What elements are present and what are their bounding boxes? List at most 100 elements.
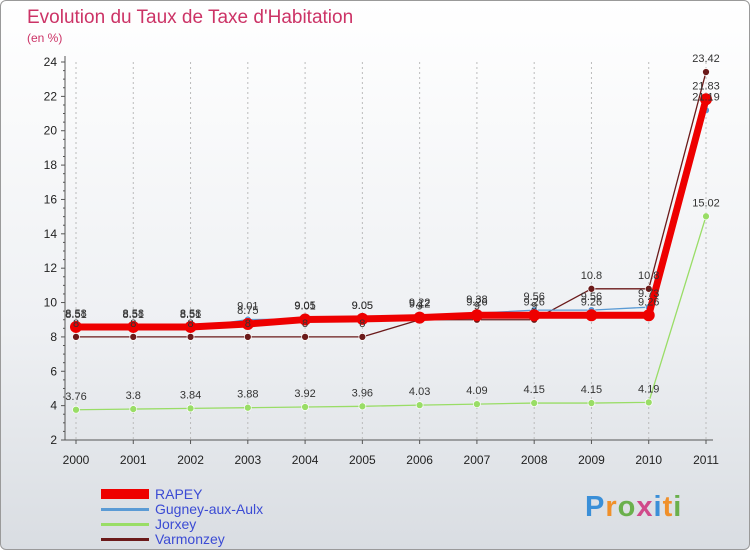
y-tick-label: 6: [50, 364, 57, 378]
data-point: [415, 401, 424, 409]
data-label: 9: [474, 301, 480, 313]
y-tick-label: 10: [44, 296, 58, 310]
data-point: [413, 311, 426, 324]
y-tick-label: 4: [50, 399, 57, 413]
data-label: 4.19: [638, 383, 659, 395]
x-tick-label: 2009: [578, 453, 605, 467]
data-point: [72, 405, 80, 414]
data-label: 4.15: [581, 384, 602, 396]
data-label: 9.12: [409, 299, 430, 311]
data-point: [129, 333, 138, 341]
data-label: 15.02: [692, 197, 720, 209]
y-tick-label: 8: [50, 330, 57, 344]
x-tick-label: 2006: [406, 453, 433, 467]
data-label: 9.05: [352, 300, 373, 312]
data-point: [356, 312, 369, 325]
data-label: 8: [302, 318, 308, 330]
data-label: 9.26: [638, 296, 659, 308]
series-line-jorxey: [75, 216, 707, 411]
legend-label: Jorxey: [155, 516, 197, 532]
data-label: 3.92: [294, 388, 315, 400]
data-label: 3.84: [180, 389, 201, 401]
data-label: 3.76: [65, 391, 86, 403]
data-label: 8: [359, 318, 365, 330]
data-label: 9.56: [523, 291, 544, 303]
data-point: [241, 318, 254, 331]
legend-label: RAPEY: [155, 486, 203, 502]
x-tick-label: 2010: [635, 453, 662, 467]
x-tick-label: 2004: [292, 453, 319, 467]
data-point: [72, 333, 80, 341]
legend-swatch: [101, 507, 149, 511]
x-tick-label: 2005: [349, 453, 376, 467]
y-tick-label: 20: [44, 124, 58, 138]
x-tick-label: 2007: [464, 453, 491, 467]
data-label: 9.05: [294, 300, 315, 312]
chart-title: Evolution du Taux de Taxe d'Habitation: [27, 7, 354, 28]
data-label: 9.26: [523, 296, 544, 308]
data-label: 9.22: [409, 297, 430, 309]
x-tick-label: 2011: [693, 453, 719, 467]
data-label: 4.03: [409, 386, 430, 398]
data-label: 10.8: [581, 270, 602, 282]
data-label: 9.01: [237, 301, 258, 313]
data-label: 3.88: [237, 389, 258, 401]
data-point: [470, 309, 483, 322]
data-label: 10.8: [638, 270, 659, 282]
data-label: 4.09: [466, 385, 487, 397]
legend-label: Gugney-aux-Aulx: [155, 501, 264, 517]
data-point: [642, 309, 655, 322]
y-tick-label: 2: [50, 433, 57, 447]
data-point: [358, 333, 367, 341]
data-label: 8: [130, 318, 136, 330]
data-point: [587, 284, 596, 293]
y-tick-label: 14: [44, 227, 58, 241]
data-label: 8.75: [237, 305, 258, 317]
data-label: 8.58: [123, 308, 144, 320]
data-point: [186, 333, 195, 341]
y-tick-label: 18: [44, 158, 58, 172]
data-point: [70, 320, 82, 333]
data-label: 9: [531, 301, 537, 313]
data-label: 21.19: [692, 91, 720, 103]
series-line-varmonzey: [76, 71, 707, 338]
data-label: 8.51: [180, 309, 201, 321]
legend-swatch: [101, 537, 149, 541]
data-label: 9.05: [352, 300, 373, 312]
legend-swatch: [101, 522, 149, 526]
data-point: [585, 309, 598, 322]
data-point: [473, 400, 481, 408]
data-label: 3.8: [126, 390, 141, 402]
data-label: 9.26: [466, 296, 487, 308]
data-label: 9.01: [294, 301, 315, 313]
data-point: [702, 212, 710, 221]
data-label: 8.51: [65, 309, 86, 321]
data-label: 8.58: [65, 308, 86, 320]
data-point: [186, 404, 195, 413]
data-label: 4.15: [523, 384, 544, 396]
data-label: 21.83: [692, 80, 720, 92]
data-label: 9.26: [581, 296, 602, 308]
data-label: 3.96: [352, 387, 373, 399]
y-tick-label: 12: [44, 261, 58, 275]
series-line-rapey: [76, 98, 710, 331]
data-label: 9.38: [466, 294, 487, 306]
data-point: [243, 403, 252, 412]
data-point: [358, 402, 367, 411]
data-label: 8.51: [123, 309, 144, 321]
data-point: [299, 313, 312, 326]
x-tick-label: 2003: [234, 453, 261, 467]
data-point: [301, 403, 309, 411]
x-tick-label: 2001: [120, 453, 147, 467]
y-tick-label: 16: [44, 192, 58, 206]
data-point: [129, 405, 138, 413]
data-point: [702, 68, 710, 76]
data-point: [184, 320, 197, 333]
chart-unit-label: (en %): [27, 31, 63, 45]
data-point: [528, 309, 541, 322]
y-tick-label: 24: [44, 55, 58, 69]
data-point: [127, 320, 140, 333]
series-line-gugney-aux-aulx: [76, 110, 707, 329]
